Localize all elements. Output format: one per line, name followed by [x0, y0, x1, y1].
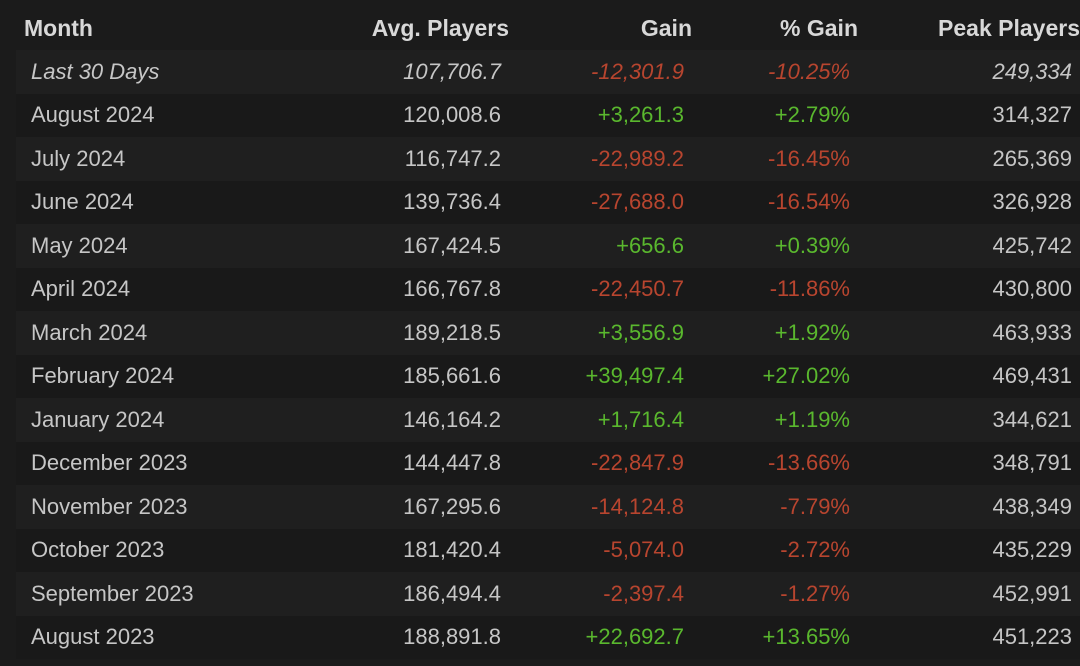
cell-avg-players: 139,736.4 — [316, 180, 513, 224]
cell-percent-gain: +2.79% — [696, 93, 862, 137]
cell-gain: -22,450.7 — [513, 267, 696, 311]
cell-month: May 2024 — [16, 224, 316, 268]
cell-avg-players: 166,767.8 — [316, 267, 513, 311]
summary-row-last-30-days: Last 30 Days 107,706.7 -12,301.9 -10.25% 249… — [16, 50, 1080, 94]
cell-gain: -14,124.8 — [513, 485, 696, 529]
cell-month: July 2024 — [16, 137, 316, 181]
cell-percent-gain: -1.27% — [696, 572, 862, 616]
cell-avg-players: 146,164.2 — [316, 398, 513, 442]
cell-percent-gain: -7.79% — [696, 485, 862, 529]
cell-avg-players: 186,494.4 — [316, 572, 513, 616]
cell-gain: +39,497.4 — [513, 354, 696, 398]
cell-peak-players: 348,791 — [862, 441, 1080, 485]
cell-avg-players: 167,424.5 — [316, 224, 513, 268]
cell-avg-players: 189,218.5 — [316, 311, 513, 355]
cell-avg-players: 188,891.8 — [316, 615, 513, 659]
cell-month: November 2023 — [16, 485, 316, 529]
cell-peak-players: 430,800 — [862, 267, 1080, 311]
table-row: November 2023 167,295.6 -14,124.8 -7.79% 438… — [16, 485, 1080, 529]
cell-month: March 2024 — [16, 311, 316, 355]
cell-percent-gain: -16.54% — [696, 180, 862, 224]
table-row: August 2023 188,891.8 +22,692.7 +13.65% 451,… — [16, 615, 1080, 659]
cell-gain: +3,261.3 — [513, 93, 696, 137]
column-header-percent-gain[interactable]: % Gain — [780, 14, 858, 41]
cell-avg-players: 185,661.6 — [316, 354, 513, 398]
cell-month: December 2023 — [16, 441, 316, 485]
cell-percent-gain: -2.72% — [696, 528, 862, 572]
table-row: April 2024 166,767.8 -22,450.7 -11.86% 430,8… — [16, 267, 1080, 311]
monthly-player-stats-table: Month Avg. Players Gain % Gain Peak Play… — [16, 6, 1080, 659]
cell-avg-players: 144,447.8 — [316, 441, 513, 485]
table-body: Last 30 Days 107,706.7 -12,301.9 -10.25% 249… — [16, 50, 1080, 659]
cell-percent-gain: +1.19% — [696, 398, 862, 442]
cell-gain: +3,556.9 — [513, 311, 696, 355]
cell-peak-players: 344,621 — [862, 398, 1080, 442]
cell-month: Last 30 Days — [16, 50, 316, 94]
cell-gain: -22,847.9 — [513, 441, 696, 485]
cell-month: August 2024 — [16, 93, 316, 137]
cell-avg-players: 120,008.6 — [316, 93, 513, 137]
cell-month: February 2024 — [16, 354, 316, 398]
cell-percent-gain: +27.02% — [696, 354, 862, 398]
table-row: August 2024 120,008.6 +3,261.3 +2.79% 314,32… — [16, 93, 1080, 137]
table-row: June 2024 139,736.4 -27,688.0 -16.54% 326,92… — [16, 180, 1080, 224]
cell-month: January 2024 — [16, 398, 316, 442]
cell-percent-gain: -16.45% — [696, 137, 862, 181]
cell-gain: +22,692.7 — [513, 615, 696, 659]
cell-avg-players: 167,295.6 — [316, 485, 513, 529]
cell-avg-players: 107,706.7 — [316, 50, 513, 94]
cell-percent-gain: +0.39% — [696, 224, 862, 268]
cell-month: April 2024 — [16, 267, 316, 311]
cell-gain: +656.6 — [513, 224, 696, 268]
cell-gain: -5,074.0 — [513, 528, 696, 572]
cell-month: June 2024 — [16, 180, 316, 224]
header-row: Month Avg. Players Gain % Gain Peak Play… — [16, 6, 1080, 50]
cell-gain: -12,301.9 — [513, 50, 696, 94]
cell-peak-players: 326,928 — [862, 180, 1080, 224]
table-row: February 2024 185,661.6 +39,497.4 +27.02% 46… — [16, 354, 1080, 398]
cell-gain: -27,688.0 — [513, 180, 696, 224]
column-header-gain[interactable]: Gain — [640, 14, 692, 41]
cell-percent-gain: -11.86% — [696, 267, 862, 311]
cell-peak-players: 451,223 — [862, 615, 1080, 659]
table-row: July 2024 116,747.2 -22,989.2 -16.45% 265,36… — [16, 137, 1080, 181]
cell-peak-players: 314,327 — [862, 93, 1080, 137]
cell-avg-players: 181,420.4 — [316, 528, 513, 572]
cell-peak-players: 469,431 — [862, 354, 1080, 398]
table-row: December 2023 144,447.8 -22,847.9 -13.66% 34… — [16, 441, 1080, 485]
cell-peak-players: 249,334 — [862, 50, 1080, 94]
cell-peak-players: 463,933 — [862, 311, 1080, 355]
cell-percent-gain: +1.92% — [696, 311, 862, 355]
cell-peak-players: 452,991 — [862, 572, 1080, 616]
cell-month: August 2023 — [16, 615, 316, 659]
cell-peak-players: 438,349 — [862, 485, 1080, 529]
cell-month: September 2023 — [16, 572, 316, 616]
table-row: March 2024 189,218.5 +3,556.9 +1.92% 463,933 — [16, 311, 1080, 355]
cell-gain: +1,716.4 — [513, 398, 696, 442]
cell-peak-players: 265,369 — [862, 137, 1080, 181]
column-header-avg-players[interactable]: Avg. Players — [371, 14, 509, 41]
table-row: September 2023 186,494.4 -2,397.4 -1.27% 452… — [16, 572, 1080, 616]
column-header-month[interactable]: Month — [24, 14, 93, 41]
cell-month: October 2023 — [16, 528, 316, 572]
cell-peak-players: 425,742 — [862, 224, 1080, 268]
column-header-peak-players[interactable]: Peak Players — [938, 14, 1080, 41]
cell-peak-players: 435,229 — [862, 528, 1080, 572]
cell-gain: -2,397.4 — [513, 572, 696, 616]
table-row: October 2023 181,420.4 -5,074.0 -2.72% 435,2… — [16, 528, 1080, 572]
cell-percent-gain: -13.66% — [696, 441, 862, 485]
table-row: May 2024 167,424.5 +656.6 +0.39% 425,742 — [16, 224, 1080, 268]
cell-avg-players: 116,747.2 — [316, 137, 513, 181]
cell-gain: -22,989.2 — [513, 137, 696, 181]
table-header: Month Avg. Players Gain % Gain Peak Play… — [16, 6, 1080, 50]
table-row: January 2024 146,164.2 +1,716.4 +1.19% 344,6… — [16, 398, 1080, 442]
cell-percent-gain: +13.65% — [696, 615, 862, 659]
cell-percent-gain: -10.25% — [696, 50, 862, 94]
